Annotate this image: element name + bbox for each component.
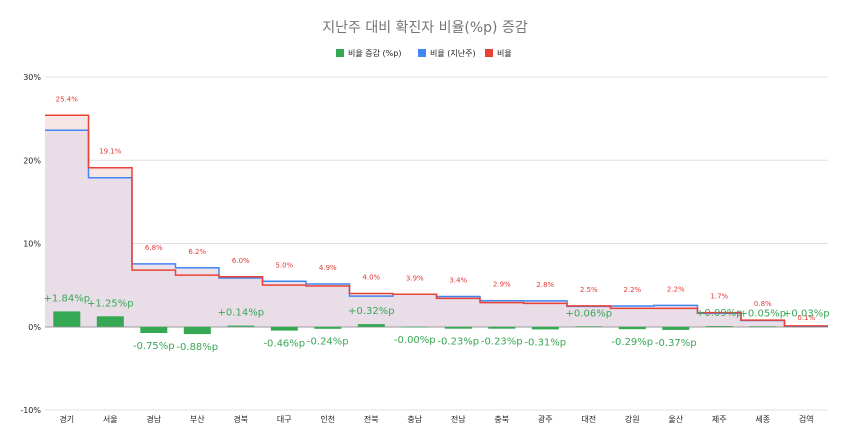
ratio-label: 2.9% (493, 281, 511, 289)
bar-경남 (140, 326, 168, 333)
change-label: -0.88%p (176, 342, 218, 353)
x-tick-label: 경북 (233, 414, 248, 424)
bar-제주 (705, 326, 733, 327)
ratio-label: 0.1% (797, 314, 815, 322)
bar-서울 (96, 316, 124, 327)
x-tick-label: 부산 (190, 414, 205, 424)
ratio-label: 2.2% (667, 285, 685, 293)
x-tick-label: 대구 (277, 415, 292, 424)
change-label: +0.14%p (218, 308, 265, 319)
ratio-label: 5.0% (275, 261, 293, 269)
change-label: -0.37%p (655, 338, 697, 349)
x-tick-label: 광주 (538, 414, 553, 424)
x-tick-label: 서울 (103, 415, 118, 424)
legend-swatch (485, 49, 493, 57)
area-previous (45, 130, 828, 327)
legend-swatch (336, 49, 344, 57)
legend-label: 비율 (지난주) (430, 49, 476, 58)
change-label: -0.29%p (611, 337, 653, 348)
x-tick-label: 충남 (407, 415, 422, 424)
ratio-label: 25.4% (56, 95, 79, 103)
bar-전북 (357, 324, 385, 327)
chart-title: 지난주 대비 확진자 비율(%p) 증감 (322, 20, 528, 36)
ratio-label: 6.0% (232, 257, 250, 265)
change-label: +0.05%p (740, 308, 787, 319)
ratio-label: 0.8% (754, 300, 772, 308)
change-label: -0.75%p (133, 341, 175, 352)
change-label: +0.09%p (696, 308, 743, 319)
ratio-label: 4.0% (362, 274, 380, 282)
ratio-label: 19.1% (99, 148, 122, 156)
x-tick-label: 대전 (581, 414, 596, 424)
bar-경기 (53, 311, 81, 327)
x-tick-label: 경기 (59, 414, 74, 424)
y-tick-label: 10% (23, 240, 41, 249)
change-label: +1.25%p (87, 298, 134, 309)
bar-경북 (227, 325, 255, 327)
legend-swatch (418, 49, 426, 57)
y-tick-label: 0% (28, 323, 41, 332)
ratio-label: 4.9% (319, 264, 337, 272)
legend-label: 비율 (497, 49, 512, 58)
area-fill-layer (45, 115, 828, 327)
x-tick-label: 강원 (625, 414, 640, 424)
line-current (45, 114, 828, 327)
ratio-label: 2.2% (623, 286, 641, 294)
bar-전남 (444, 326, 472, 329)
change-label: -0.00%p (394, 335, 436, 346)
x-tick-label: 제주 (712, 415, 727, 424)
change-label: +0.32%p (348, 306, 395, 317)
change-label: +1.84%p (44, 293, 91, 304)
ratio-label: 6.8% (145, 244, 163, 252)
ratio-label: 3.9% (406, 274, 424, 282)
bar-부산 (183, 326, 211, 335)
x-tick-label: 충북 (494, 415, 509, 424)
ratio-label: 2.8% (536, 281, 554, 289)
ratio-label: 3.4% (449, 277, 467, 285)
change-label: -0.46%p (263, 339, 305, 350)
value-labels: 25.4% 19.1% 6.8% 6.2% 6.0% 5.0% 4.9% 4.0% 3.9% 3.… (56, 95, 816, 322)
bar-충남 (401, 326, 429, 328)
change-label: -0.31%p (524, 337, 566, 348)
legend: 비율 증감 (%p) 비율 (지난주) 비율 (336, 48, 512, 58)
x-tick-label: 인천 (320, 414, 335, 424)
ratio-label: 6.2% (188, 248, 206, 256)
ratio-label: 1.7% (710, 293, 728, 301)
change-label: +0.06%p (566, 308, 613, 319)
x-tick-label: 경남 (146, 414, 161, 424)
y-tick-label: 30% (23, 73, 41, 82)
change-label: -0.23%p (481, 337, 523, 348)
y-tick-label: 20% (23, 156, 41, 165)
step-lines (45, 114, 828, 327)
bar-충북 (488, 326, 516, 329)
bar-울산 (662, 326, 690, 330)
legend-label: 비율 증감 (%p) (348, 48, 401, 58)
x-tick-label: 전북 (364, 414, 379, 424)
x-axis-labels: 경기 서울 경남 부산 경북 대구 인천 전북 충남 전남 충북 광주 대전 강원 울산 제주 세종 검역 (59, 414, 813, 424)
bar-세종 (749, 326, 777, 327)
bar-인천 (314, 326, 342, 329)
x-tick-label: 전남 (451, 414, 466, 424)
ratio-label: 2.5% (580, 286, 598, 294)
y-tick-label: -10% (20, 406, 41, 415)
y-axis-labels: 30% 20% 10% 0% -10% (20, 73, 41, 415)
x-tick-label: 검역 (799, 414, 814, 424)
change-label: +0.03%p (783, 309, 830, 320)
x-tick-label: 울산 (668, 414, 683, 424)
x-tick-label: 세종 (755, 415, 770, 424)
bar-광주 (531, 326, 559, 330)
change-label: -0.24%p (307, 337, 349, 348)
bar-대구 (270, 326, 298, 331)
bar-대전 (575, 326, 603, 327)
change-label: -0.23%p (437, 337, 479, 348)
bar-강원 (618, 326, 646, 330)
delta-labels: +1.84%p+1.25%p -0.75%p -0.88%p +0.14%p -0.46… (44, 293, 830, 353)
